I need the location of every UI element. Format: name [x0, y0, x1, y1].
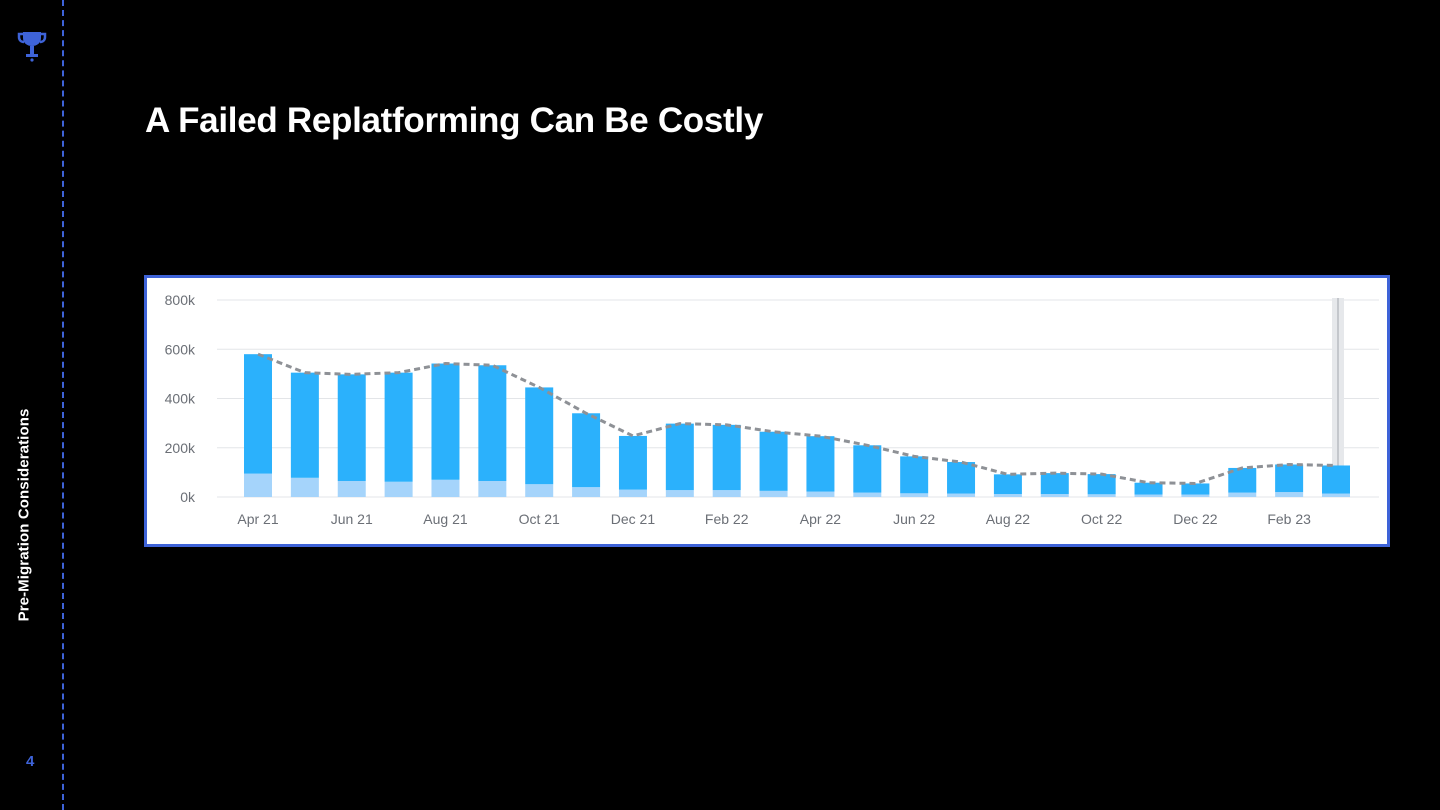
bar-segment-top: [337, 374, 366, 481]
bar-segment-top: [384, 372, 413, 482]
section-label: Pre-Migration Considerations: [15, 408, 33, 622]
bar-segment-top: [993, 474, 1022, 495]
bar-segment-base: [384, 481, 413, 497]
slide-title: A Failed Replatforming Can Be Costly: [145, 101, 763, 140]
bar-segment-top: [900, 456, 929, 494]
x-tick-label: Jun 22: [893, 511, 935, 527]
page-number: 4: [26, 753, 35, 770]
bar-segment-base: [525, 484, 554, 497]
bar-segment-top: [1040, 473, 1069, 495]
bar-segment-base: [1228, 492, 1257, 497]
bar-segment-base: [1181, 494, 1210, 497]
bar-segment-base: [431, 479, 460, 497]
bar-segment-top: [478, 365, 507, 481]
x-tick-label: Apr 22: [800, 511, 841, 527]
bar-segment-top: [1322, 465, 1350, 494]
trend-line: [257, 352, 1337, 485]
bar-segment-base: [1040, 494, 1069, 497]
x-tick-label: Oct 21: [519, 511, 560, 527]
bar-segment-base: [759, 490, 788, 497]
bar-segment-top: [572, 413, 601, 488]
bar-segment-top: [853, 445, 882, 493]
trophy-icon: [17, 32, 47, 62]
bar-segment-base: [337, 480, 366, 497]
chart-container: 0k 200k 400k 600k 800k Apr 21 Jun 21 Aug 21 Oct…: [144, 275, 1390, 547]
y-tick-label: 0k: [180, 489, 196, 505]
x-tick-label: Aug 22: [986, 511, 1031, 527]
bar-segment-base: [572, 487, 601, 497]
hover-highlight: [1332, 298, 1344, 497]
x-tick-label: Feb 22: [705, 511, 749, 527]
x-tick-label: Aug 21: [423, 511, 468, 527]
bar-segment-base: [618, 489, 647, 497]
x-tick-label: Apr 21: [237, 511, 278, 527]
bar-chart: 0k 200k 400k 600k 800k Apr 21 Jun 21 Aug 21 Oct…: [165, 292, 1379, 527]
bar-segment-base: [806, 491, 835, 497]
bar-segment-top: [1181, 483, 1210, 495]
bar-segment-base: [244, 473, 272, 497]
bar-segment-top: [712, 424, 741, 491]
bar-segment-base: [478, 480, 507, 497]
bars: [244, 354, 1350, 497]
bar-segment-top: [1134, 482, 1163, 495]
bar-segment-base: [1087, 494, 1116, 497]
bar-segment-top: [1087, 474, 1116, 495]
bar-segment-top: [759, 431, 788, 491]
bar-segment-top: [618, 435, 647, 490]
bar-segment-base: [853, 492, 882, 497]
bar-segment-base: [712, 490, 741, 497]
x-tick-label: Jun 21: [331, 511, 373, 527]
bar-segment-base: [1134, 494, 1163, 497]
x-tick-label: Feb 23: [1267, 511, 1311, 527]
trend-line-layer: [257, 352, 1337, 485]
bar-segment-base: [290, 477, 319, 497]
bar-segment-top: [525, 387, 554, 485]
sidebar-divider: [62, 0, 64, 810]
y-tick-label: 200k: [165, 440, 196, 456]
bar-segment-top: [806, 436, 835, 492]
y-axis-ticks: 0k 200k 400k 600k 800k: [165, 292, 196, 505]
bar-segment-base: [993, 494, 1022, 497]
bar-segment-base: [1275, 492, 1304, 497]
bar-segment-base: [665, 490, 694, 497]
x-tick-label: Dec 22: [1173, 511, 1218, 527]
bar-segment-top: [290, 372, 319, 478]
x-tick-label: Oct 22: [1081, 511, 1122, 527]
bar-segment-top: [244, 354, 272, 474]
bar-segment-top: [665, 423, 694, 491]
y-tick-label: 400k: [165, 391, 196, 407]
bar-segment-base: [947, 493, 976, 497]
bar-segment-top: [431, 363, 460, 480]
x-axis-ticks: Apr 21 Jun 21 Aug 21 Oct 21 Dec 21 Feb 22 Apr …: [237, 511, 1311, 527]
y-tick-label: 600k: [165, 341, 196, 357]
y-tick-label: 800k: [165, 292, 196, 308]
bar-segment-top: [1275, 464, 1304, 493]
bar-segment-base: [1322, 493, 1350, 497]
bar-segment-base: [900, 493, 929, 497]
x-tick-label: Dec 21: [611, 511, 656, 527]
bar-segment-top: [947, 462, 976, 494]
